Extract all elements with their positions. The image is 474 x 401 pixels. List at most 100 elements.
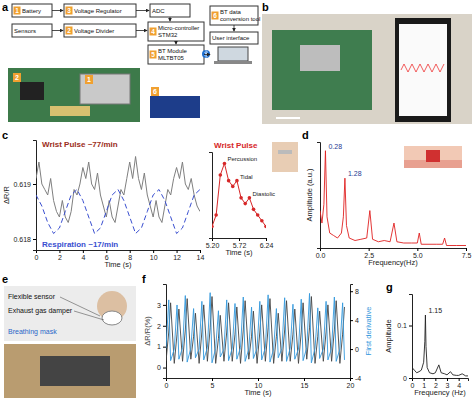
block-diagram: 1Battery3Voltage RegulatorADCSensors2Vol… (8, 4, 260, 122)
tick-label: 0.0 (316, 252, 326, 259)
arrow (136, 10, 149, 11)
tick: 0.0 (316, 248, 326, 259)
marker (239, 196, 243, 200)
node-box (148, 22, 204, 41)
chart: 0.02.55.07.5Frequency(Hz)Amplitude (a.u.… (305, 143, 471, 268)
instrument (40, 356, 110, 386)
tick-mark (424, 378, 425, 381)
marker (264, 225, 266, 229)
diagram-node: ADC (150, 4, 190, 17)
arrow (52, 30, 63, 31)
tick-label: 5.20 (206, 242, 220, 249)
mask (102, 311, 122, 325)
node-label: User interface (212, 35, 250, 41)
tick: 14 (197, 250, 205, 261)
tick-mark (163, 368, 166, 369)
tick-mark (106, 250, 107, 253)
device-battery (300, 45, 340, 71)
marker (227, 179, 231, 183)
battery-photo (80, 74, 130, 104)
tick-label: 2 (157, 323, 161, 330)
badge-box (85, 75, 93, 84)
node-box (64, 24, 136, 37)
tick-label: 0 (157, 364, 161, 371)
node-label: Voltage Regulator (74, 8, 122, 14)
badge-box (66, 27, 73, 35)
badge: 5 (151, 51, 155, 58)
chart-texts: Time (s)Wrist PulsePercussionTidalDiasto… (214, 141, 275, 257)
chart: 0123400.1Frequency (Hz)Amplitude1.15 (384, 295, 469, 398)
badge-box (150, 51, 157, 59)
panel-label: d (302, 129, 309, 141)
tick-mark (369, 248, 370, 251)
panel-label: a (2, 1, 9, 13)
badge: 1 (15, 7, 19, 14)
tick: 0.619 (13, 181, 36, 188)
tick-mark (163, 347, 166, 348)
tick-label: 0.619 (13, 181, 31, 188)
marker (256, 213, 260, 217)
node-label: Voltage Divider (74, 28, 114, 34)
badge: 4 (151, 28, 155, 35)
pointer (74, 311, 104, 320)
diagram-node: User interface (210, 32, 258, 44)
tick-label: 4 (81, 254, 85, 261)
marker (223, 162, 227, 166)
tick: 4 (350, 317, 359, 324)
node-label: BT Module (158, 48, 188, 54)
tick-label: 0.1 (397, 322, 407, 329)
y-axis-title: Amplitude (a.u.) (305, 168, 314, 221)
tick-label: 8 (355, 288, 359, 295)
arrow (176, 41, 177, 44)
tick: 1 (157, 343, 166, 350)
tick-mark (409, 378, 412, 379)
badge-box (66, 7, 73, 15)
axis-line (409, 295, 413, 379)
node-label: Micro-controller (158, 25, 199, 31)
badge: 1 (87, 76, 91, 83)
tick-label: -4 (355, 375, 361, 382)
marker (212, 225, 214, 229)
y-axis: 00.1 (397, 295, 412, 382)
tick: 0.1 (397, 322, 412, 329)
marker (219, 173, 223, 177)
figure-root: abcdefg1Battery3Voltage RegulatorADCSens… (0, 0, 474, 401)
axis-line (413, 379, 469, 382)
node-label: MLTBT05 (158, 55, 185, 61)
diagram-node: 3Voltage Regulator (64, 4, 136, 17)
x-axis-title: Time (s) (104, 260, 132, 269)
phone-screen (399, 24, 447, 116)
wrist-photo (272, 142, 298, 172)
wrist-sensor (278, 150, 292, 154)
tick-label: 2 (58, 254, 62, 261)
chart-texts: Frequency(Hz)Amplitude (a.u.)0.281.28 (305, 143, 418, 267)
badge-box (14, 7, 21, 15)
y-axis (209, 153, 213, 239)
badge-box (13, 73, 21, 82)
marker (260, 219, 264, 223)
axis-line (37, 251, 201, 254)
device-board (272, 30, 372, 110)
panel-label: g (386, 281, 393, 293)
marker (231, 185, 235, 189)
x-axis-title: Frequency(Hz) (368, 258, 418, 267)
arrow (170, 17, 171, 21)
tick-mark (459, 378, 460, 381)
y-axis-title: Amplitude (384, 319, 393, 352)
connector-photo (50, 106, 90, 116)
node-box (210, 32, 258, 44)
node-label: Sensors (14, 28, 36, 34)
plot-data (412, 315, 468, 376)
plot-data (320, 151, 466, 246)
annotation: Percussion (227, 156, 257, 162)
y2-axis: -4048 (350, 285, 361, 382)
x-axis-title: Time (s) (225, 248, 253, 257)
phone-body (395, 18, 451, 122)
diagram-node: 2Voltage Divider (64, 24, 136, 37)
arrow (234, 25, 235, 31)
tick-label: 6.24 (260, 242, 274, 249)
tick-mark (466, 248, 467, 251)
marker (214, 213, 218, 217)
annotation: 1.15 (428, 307, 442, 314)
tick-mark (33, 184, 36, 185)
